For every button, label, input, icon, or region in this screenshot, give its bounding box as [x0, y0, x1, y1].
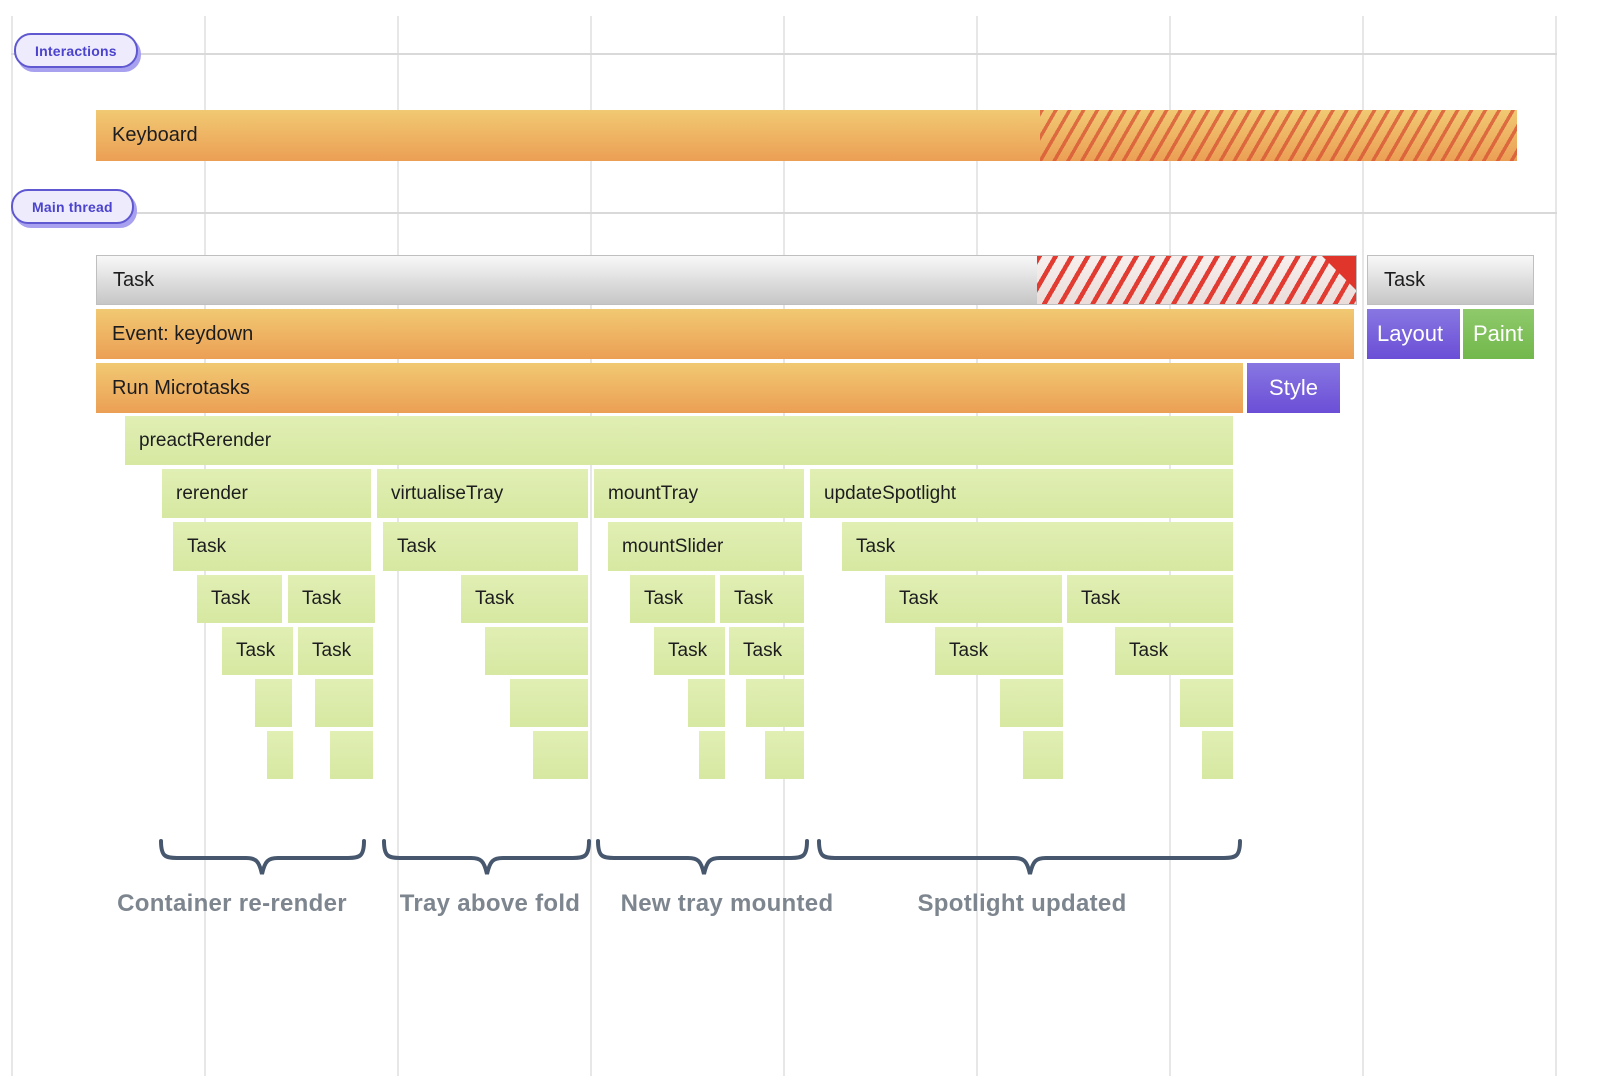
update-spotlight-bar-label: updateSpotlight	[824, 482, 957, 504]
long-task-corner-triangle	[1322, 256, 1356, 290]
red-hatch-overlay	[1037, 256, 1356, 304]
task-bar[interactable]: Task	[383, 522, 578, 571]
virtualise-tray-bar[interactable]: virtualiseTray	[377, 469, 588, 518]
layout-bar-label: Layout	[1377, 321, 1444, 346]
grid-vline	[1555, 16, 1557, 1076]
task-bar-label: Task	[302, 588, 342, 609]
run-microtasks-bar[interactable]: Run Microtasks	[96, 363, 1243, 413]
annotation-label: New tray mounted	[620, 890, 834, 917]
mount-tray-bar-label: mountTray	[608, 482, 699, 504]
activity-bar[interactable]	[255, 679, 292, 727]
update-spotlight-bar[interactable]: updateSpotlight	[810, 469, 1233, 518]
task-bar[interactable]: Task	[720, 575, 804, 623]
grid-vline	[1362, 16, 1364, 1076]
style-bar[interactable]: Style	[1247, 363, 1340, 413]
activity-bar[interactable]	[267, 731, 293, 779]
virtualise-tray-bar-label: virtualiseTray	[391, 482, 504, 504]
task-bar[interactable]: Task	[729, 627, 804, 675]
task-bar[interactable]: Task	[630, 575, 715, 623]
rerender-bar-label: rerender	[176, 482, 248, 504]
task-bar-label: Task	[949, 640, 989, 661]
activity-bar[interactable]	[1000, 679, 1063, 727]
annotation-brace	[596, 839, 809, 875]
activity-bar[interactable]	[1202, 731, 1233, 779]
main-task-bar[interactable]: Task	[96, 255, 1357, 305]
grid-vline	[590, 16, 592, 1076]
annotation-brace	[382, 839, 591, 875]
task-bar-label: Task	[644, 588, 684, 609]
activity-bar[interactable]	[330, 731, 373, 779]
event-keydown-bar-label: Event: keydown	[112, 322, 254, 345]
mount-slider-bar-label: mountSlider	[622, 535, 724, 557]
task-bar-label: Task	[187, 535, 227, 557]
task-bar-label: Task	[743, 640, 783, 661]
task-bar-label: Task	[312, 640, 352, 661]
activity-bar[interactable]	[746, 679, 804, 727]
preact-rerender-bar-label: preactRerender	[139, 429, 272, 451]
preact-rerender-bar[interactable]: preactRerender	[125, 416, 1233, 465]
task-bar[interactable]: Task	[288, 575, 375, 623]
task-bar[interactable]: Task	[1115, 627, 1233, 675]
task-bar-label: Task	[1081, 588, 1121, 609]
mount-tray-bar[interactable]: mountTray	[594, 469, 804, 518]
task-bar[interactable]: Task	[842, 522, 1233, 571]
activity-bar[interactable]	[533, 731, 588, 779]
task-bar-label: Task	[236, 640, 276, 661]
task-bar-label: Task	[899, 588, 939, 609]
annotation-label: Tray above fold	[399, 890, 581, 917]
style-bar-label: Style	[1269, 375, 1318, 400]
task-bar[interactable]: Task	[654, 627, 725, 675]
rerender-bar[interactable]: rerender	[162, 469, 371, 518]
activity-bar[interactable]	[765, 731, 804, 779]
task-bar[interactable]: Task	[197, 575, 282, 623]
activity-bar[interactable]	[510, 679, 588, 727]
task-bar[interactable]: Task	[461, 575, 588, 623]
activity-bar[interactable]	[688, 679, 725, 727]
paint-bar-label: Paint	[1473, 321, 1524, 346]
activity-bar[interactable]	[1180, 679, 1233, 727]
annotation-label: Spotlight updated	[917, 890, 1127, 917]
task-bar-label: Task	[734, 588, 774, 609]
mount-slider-bar[interactable]: mountSlider	[608, 522, 802, 571]
paint-bar[interactable]: Paint	[1463, 309, 1534, 359]
secondary-task-bar[interactable]: Task	[1367, 255, 1534, 305]
secondary-task-bar-label: Task	[1384, 268, 1426, 291]
keyboard-interaction-bar-label: Keyboard	[112, 124, 198, 146]
track-label-main-thread[interactable]: Main thread	[11, 189, 134, 224]
annotation-brace	[159, 839, 366, 875]
activity-bar[interactable]	[699, 731, 725, 779]
task-bar[interactable]: Task	[935, 627, 1063, 675]
task-bar-label: Task	[397, 535, 437, 557]
activity-bar[interactable]	[315, 679, 373, 727]
task-bar-label: Task	[475, 588, 515, 609]
task-bar[interactable]: Task	[222, 627, 293, 675]
main-task-bar-label: Task	[113, 268, 155, 291]
annotation-label: Container re-render	[117, 890, 347, 917]
annotation-brace	[817, 839, 1242, 875]
task-bar[interactable]: Task	[1067, 575, 1233, 623]
grid-vline	[11, 16, 13, 1076]
keyboard-interaction-bar[interactable]: Keyboard	[96, 110, 1517, 161]
task-bar-label: Task	[668, 640, 708, 661]
run-microtasks-bar-label: Run Microtasks	[112, 376, 250, 399]
event-keydown-bar[interactable]: Event: keydown	[96, 309, 1354, 359]
task-bar-label: Task	[856, 535, 896, 557]
activity-bar[interactable]	[1023, 731, 1063, 779]
task-bar[interactable]: Task	[885, 575, 1062, 623]
task-bar[interactable]: Task	[298, 627, 373, 675]
task-bar[interactable]: Task	[173, 522, 371, 571]
grid-hline	[11, 212, 1557, 214]
task-bar-label: Task	[1129, 640, 1169, 661]
track-label-interactions[interactable]: Interactions	[14, 33, 138, 68]
orange-hatch-overlay	[1040, 110, 1517, 161]
task-bar-label: Task	[211, 588, 251, 609]
layout-bar[interactable]: Layout	[1367, 309, 1460, 359]
activity-bar[interactable]	[485, 627, 588, 675]
grid-hline	[11, 53, 1557, 55]
